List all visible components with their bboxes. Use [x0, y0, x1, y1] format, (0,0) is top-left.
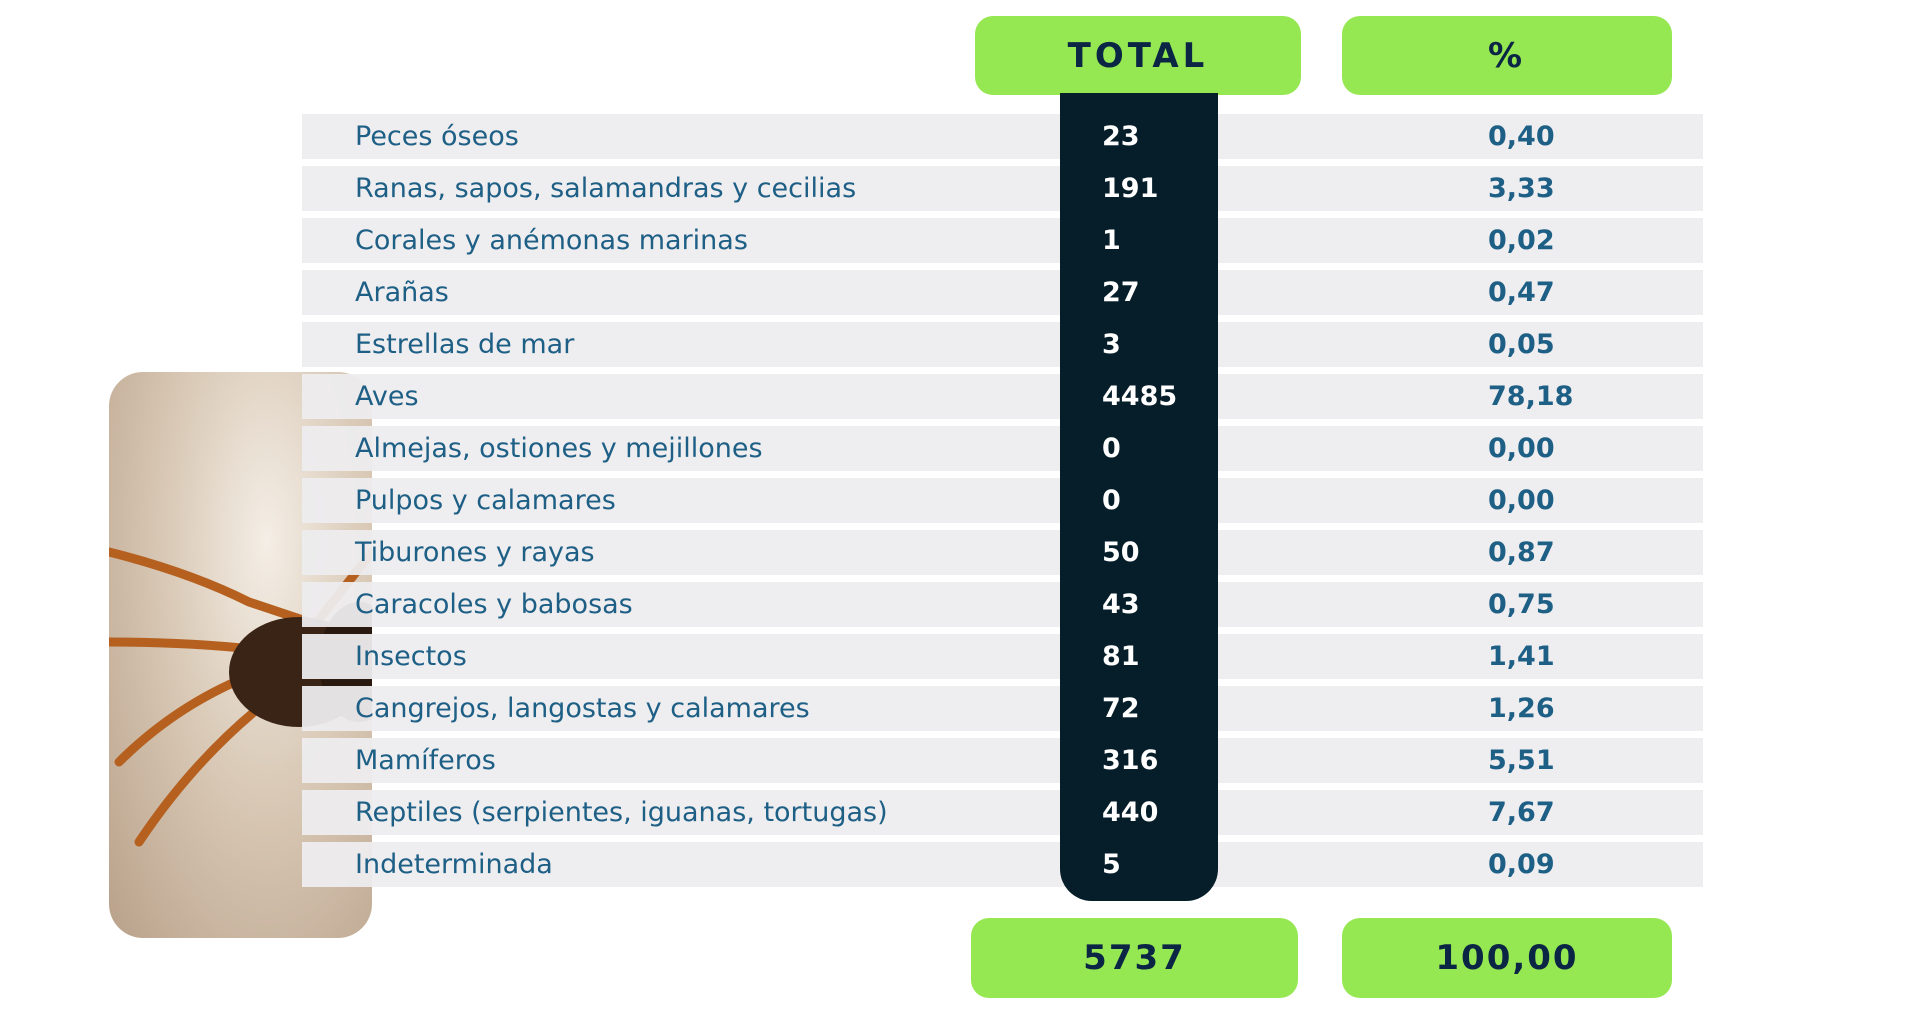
row-total: 440 — [1102, 797, 1159, 828]
row-total: 43 — [1102, 589, 1140, 620]
header-total: TOTAL — [975, 16, 1301, 95]
row-background — [302, 166, 1703, 211]
row-percent: 0,47 — [1488, 277, 1555, 308]
row-background — [302, 478, 1703, 523]
row-background — [302, 114, 1703, 159]
table-row: Tiburones y rayas 50 0,87 — [302, 530, 1703, 575]
row-total: 316 — [1102, 745, 1159, 776]
row-total: 191 — [1102, 173, 1159, 204]
row-label: Insectos — [355, 641, 467, 672]
row-percent: 0,00 — [1488, 433, 1555, 464]
total-column — [1060, 93, 1218, 901]
row-percent: 0,00 — [1488, 485, 1555, 516]
row-percent: 0,87 — [1488, 537, 1555, 568]
row-percent: 7,67 — [1488, 797, 1555, 828]
row-label: Estrellas de mar — [355, 329, 575, 360]
table-row: Almejas, ostiones y mejillones 0 0,00 — [302, 426, 1703, 471]
row-total: 1 — [1102, 225, 1121, 256]
row-label: Ranas, sapos, salamandras y cecilias — [355, 173, 857, 204]
row-total: 81 — [1102, 641, 1140, 672]
footer-percent: 100,00 — [1342, 918, 1672, 998]
table-row: Reptiles (serpientes, iguanas, tortugas)… — [302, 790, 1703, 835]
row-background — [302, 218, 1703, 263]
table-row: Cangrejos, langostas y calamares 72 1,26 — [302, 686, 1703, 731]
row-percent: 1,41 — [1488, 641, 1555, 672]
header-percent: % — [1342, 16, 1672, 95]
row-label: Indeterminada — [355, 849, 553, 880]
table-row: Peces óseos 23 0,40 — [302, 114, 1703, 159]
table-row: Ranas, sapos, salamandras y cecilias 191 3… — [302, 166, 1703, 211]
row-background — [302, 738, 1703, 783]
row-background — [302, 322, 1703, 367]
row-background — [302, 530, 1703, 575]
row-label: Mamíferos — [355, 745, 496, 776]
row-total: 5 — [1102, 849, 1121, 880]
row-label: Arañas — [355, 277, 449, 308]
row-total: 50 — [1102, 537, 1140, 568]
row-label: Caracoles y babosas — [355, 589, 633, 620]
row-percent: 0,75 — [1488, 589, 1555, 620]
table-row: Caracoles y babosas 43 0,75 — [302, 582, 1703, 627]
row-percent: 0,40 — [1488, 121, 1555, 152]
row-percent: 0,09 — [1488, 849, 1555, 880]
row-total: 27 — [1102, 277, 1140, 308]
table-row: Aves 4485 78,18 — [302, 374, 1703, 419]
row-total: 3 — [1102, 329, 1121, 360]
row-total: 23 — [1102, 121, 1140, 152]
row-label: Almejas, ostiones y mejillones — [355, 433, 763, 464]
row-label: Peces óseos — [355, 121, 519, 152]
row-background — [302, 582, 1703, 627]
table-row: Corales y anémonas marinas 1 0,02 — [302, 218, 1703, 263]
row-label: Reptiles (serpientes, iguanas, tortugas) — [355, 797, 888, 828]
row-label: Aves — [355, 381, 419, 412]
row-label: Tiburones y rayas — [355, 537, 595, 568]
row-background — [302, 686, 1703, 731]
row-label: Cangrejos, langostas y calamares — [355, 693, 810, 724]
row-total: 0 — [1102, 485, 1121, 516]
row-background — [302, 842, 1703, 887]
row-background — [302, 270, 1703, 315]
row-total: 4485 — [1102, 381, 1178, 412]
row-percent: 5,51 — [1488, 745, 1555, 776]
row-label: Corales y anémonas marinas — [355, 225, 748, 256]
row-percent: 78,18 — [1488, 381, 1574, 412]
table-row: Arañas 27 0,47 — [302, 270, 1703, 315]
row-percent: 1,26 — [1488, 693, 1555, 724]
table-row: Estrellas de mar 3 0,05 — [302, 322, 1703, 367]
table-row: Mamíferos 316 5,51 — [302, 738, 1703, 783]
row-total: 0 — [1102, 433, 1121, 464]
table-row: Pulpos y calamares 0 0,00 — [302, 478, 1703, 523]
row-background — [302, 790, 1703, 835]
row-background — [302, 426, 1703, 471]
footer-total: 5737 — [971, 918, 1298, 998]
table-row: Insectos 81 1,41 — [302, 634, 1703, 679]
row-percent: 3,33 — [1488, 173, 1555, 204]
row-total: 72 — [1102, 693, 1140, 724]
row-percent: 0,05 — [1488, 329, 1555, 360]
row-background — [302, 634, 1703, 679]
table-row: Indeterminada 5 0,09 — [302, 842, 1703, 887]
row-label: Pulpos y calamares — [355, 485, 616, 516]
row-percent: 0,02 — [1488, 225, 1555, 256]
row-background — [302, 374, 1703, 419]
